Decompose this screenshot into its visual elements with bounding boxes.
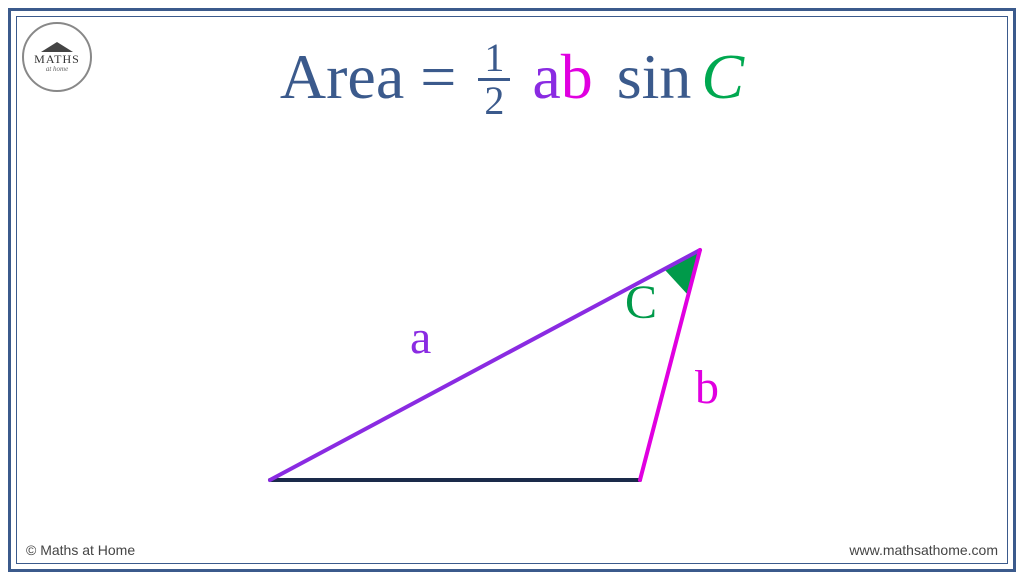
label-angle-c: C [625, 275, 657, 330]
formula-area-label: Area [280, 41, 404, 112]
formula-b: b [561, 41, 593, 112]
label-a: a [410, 310, 431, 365]
copyright-text: © Maths at Home [26, 542, 135, 558]
formula-sin: sin [617, 41, 692, 112]
label-b: b [695, 360, 719, 415]
area-formula: Area = 12 ab sinC [0, 40, 1024, 125]
formula-a: a [532, 41, 560, 112]
website-text: www.mathsathome.com [849, 542, 998, 558]
formula-denominator: 2 [478, 81, 510, 121]
formula-numerator: 1 [478, 38, 510, 81]
formula-fraction: 12 [478, 38, 510, 121]
triangle-diagram: a b C [240, 220, 800, 520]
formula-C: C [701, 41, 744, 112]
formula-equals: = [404, 41, 472, 112]
